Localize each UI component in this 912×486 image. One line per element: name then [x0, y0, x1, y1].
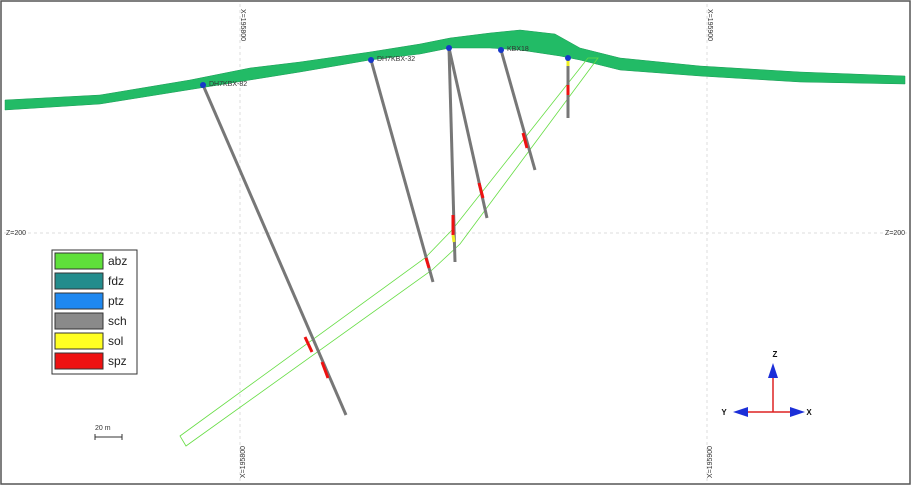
- legend-label: sch: [108, 314, 127, 328]
- legend-swatch: [54, 252, 104, 270]
- legend-label: abz: [108, 254, 127, 268]
- drillhole-label: DH7KBX-82: [209, 81, 247, 88]
- legend-label: spz: [108, 354, 127, 368]
- legend-label: ptz: [108, 294, 124, 308]
- grid-label: X=195800: [239, 9, 246, 41]
- legend-swatch: [54, 292, 104, 310]
- legend-swatch: [54, 352, 104, 370]
- collars: [200, 45, 571, 88]
- grid-label: Z=200: [6, 230, 26, 237]
- axis-label: X: [806, 408, 812, 417]
- drillhole-label: KBX18: [507, 46, 529, 53]
- legend-swatch: [54, 312, 104, 330]
- grid-label: Z=200: [885, 230, 905, 237]
- legend-label: fdz: [108, 274, 124, 288]
- grid-label: X=195900: [706, 9, 713, 41]
- axis-triad: [733, 363, 805, 417]
- scale-label: 20 m: [95, 425, 111, 432]
- legend: abz fdz ptz sch sol spz: [51, 249, 138, 375]
- legend-label: sol: [108, 334, 123, 348]
- terrain: [4, 29, 906, 111]
- intervals: [303, 60, 570, 379]
- grid-label: X=195900: [707, 446, 714, 478]
- legend-swatch: [54, 272, 104, 290]
- grid-label: X=195800: [240, 446, 247, 478]
- fault-zone: [179, 57, 599, 447]
- axis-label: Y: [721, 408, 727, 417]
- legend-swatch: [54, 332, 104, 350]
- axis-label: Z: [773, 350, 778, 359]
- drillhole-label: DH7KBX-32: [377, 56, 415, 63]
- grid: [4, 4, 908, 482]
